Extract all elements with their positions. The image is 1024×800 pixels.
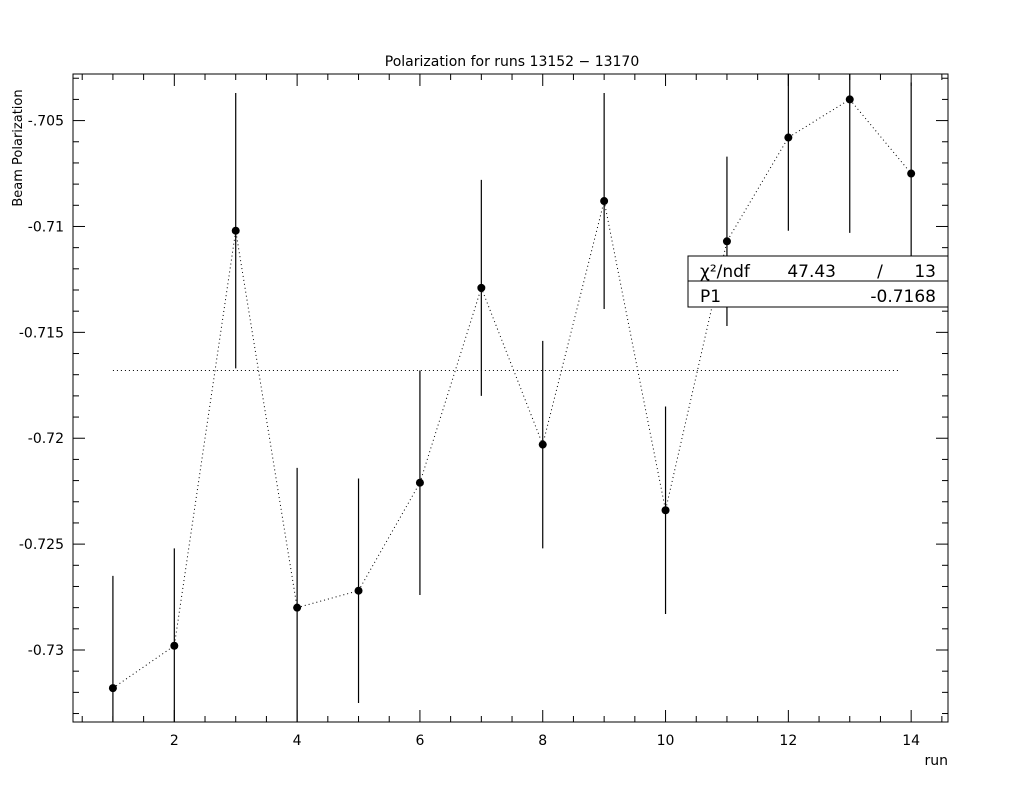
x-tick-label: 10 xyxy=(657,733,675,749)
stats-chi2-value: 47.43 xyxy=(787,262,836,282)
data-point xyxy=(354,586,363,595)
data-point xyxy=(907,169,916,178)
x-axis-label: run xyxy=(924,753,948,769)
plot-frame xyxy=(72,73,949,723)
stats-ndf-value: 13 xyxy=(914,262,936,282)
data-point xyxy=(170,641,179,650)
data-point xyxy=(661,506,670,515)
chart-title: Polarization for runs 13152 − 13170 xyxy=(385,54,639,70)
x-tick-label: 4 xyxy=(293,733,302,749)
data-point xyxy=(231,226,240,235)
y-tick-label: -0.725 xyxy=(19,537,64,553)
y-tick-label: -0.715 xyxy=(19,325,64,341)
data-point xyxy=(477,283,486,292)
stats-box: χ²/ndf 47.43 / 13 P1 -0.7168 xyxy=(687,255,949,308)
data-point xyxy=(293,603,302,612)
x-tick-label: 6 xyxy=(415,733,424,749)
x-tick-label: 12 xyxy=(779,733,797,749)
data-point xyxy=(538,440,547,449)
data-point xyxy=(784,133,793,142)
stats-chi2-label: χ²/ndf xyxy=(700,262,751,282)
y-tick-label: -.705 xyxy=(28,114,64,130)
y-tick-label: -0.73 xyxy=(28,643,64,659)
y-axis-label: Beam Polarization xyxy=(11,89,26,206)
x-tick-label: 2 xyxy=(170,733,179,749)
stats-p1-value: -0.7168 xyxy=(870,287,936,307)
stats-chi2-separator: / xyxy=(877,262,883,282)
y-tick-label: -0.71 xyxy=(28,219,64,235)
series-connector xyxy=(112,98,912,689)
axis-ticks: 2 4 6 8 10 12 14 -.705 -0.71 -0.715 -0.72 -0.725 -0.… xyxy=(19,74,948,749)
data-point xyxy=(108,684,117,693)
data-point xyxy=(722,237,731,246)
data-point xyxy=(600,197,609,206)
stats-p1-label: P1 xyxy=(700,287,721,307)
x-tick-label: 8 xyxy=(538,733,547,749)
data-point xyxy=(845,95,854,104)
data-point xyxy=(415,478,424,487)
y-tick-label: -0.72 xyxy=(28,431,64,447)
data-series xyxy=(108,74,916,722)
x-tick-label: 14 xyxy=(902,733,920,749)
